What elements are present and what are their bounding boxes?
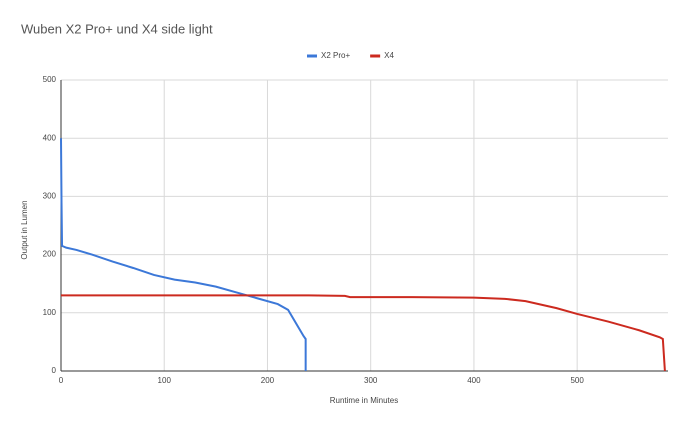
y-tick-label: 500: [43, 75, 57, 84]
y-tick-label: 100: [43, 308, 57, 317]
y-tick-label: 200: [43, 250, 57, 259]
series-line: [60, 138, 307, 371]
legend-label: X2 Pro+: [321, 51, 350, 60]
chart-title: Wuben X2 Pro+ und X4 side light: [21, 21, 213, 36]
y-tick-label: 400: [43, 133, 57, 142]
y-tick-label: 300: [43, 192, 57, 201]
x-tick-label: 0: [59, 376, 64, 385]
y-tick-label: 0: [52, 366, 57, 375]
series-line: [61, 294, 666, 372]
x-tick-label: 500: [570, 376, 584, 385]
x-tick-label: 200: [261, 376, 275, 385]
x-tick-label: 400: [467, 376, 481, 385]
y-axis-label: Output in Lumen: [20, 200, 29, 259]
x-tick-label: 300: [364, 376, 378, 385]
x-axis-label: Runtime in Minutes: [330, 396, 398, 405]
x-tick-label: 100: [158, 376, 172, 385]
legend-label: X4: [384, 51, 394, 60]
